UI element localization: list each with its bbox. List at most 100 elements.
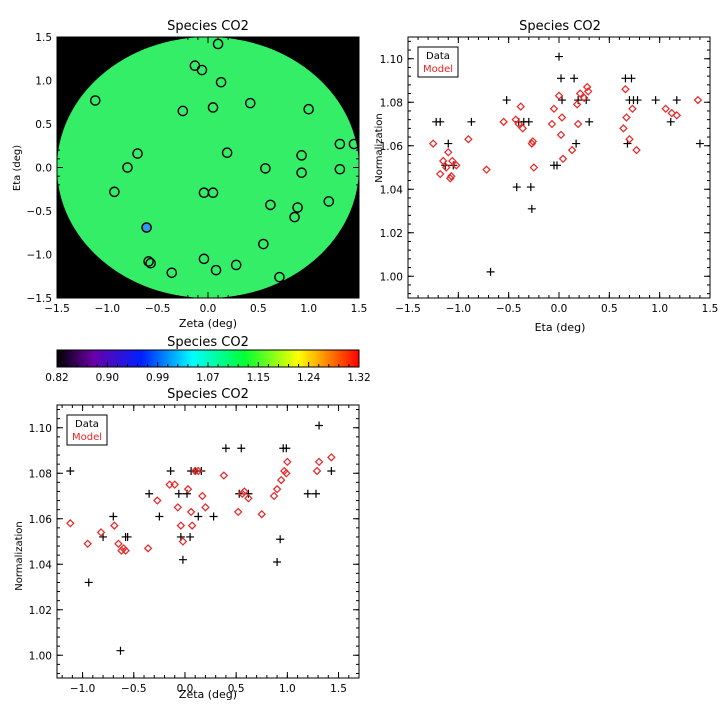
eta-x-tick-label: 1.5: [702, 303, 719, 315]
eta-y-tick-label: 1.08: [380, 97, 403, 109]
eta-y-tick-label: 1.04: [380, 184, 404, 196]
colorbar-title: Species CO2: [167, 335, 249, 350]
zeta-legend-model: Model: [72, 432, 102, 443]
zeta-model-point: [187, 521, 197, 530]
eta-model-point: [554, 91, 564, 100]
eta-data-point: [486, 267, 495, 276]
eta-model-point: [499, 117, 508, 127]
zeta-data-point: [312, 489, 321, 498]
map-point-marker: [166, 267, 178, 279]
map-x-tick-label: 0.5: [250, 303, 267, 315]
zeta-data-point: [109, 512, 118, 521]
eta-panel: Species CO2 −1.5 −1.0 −0.5 0.0 0.5 1.0 1.5 1.00…: [374, 19, 718, 334]
eta-model-point: [582, 82, 592, 92]
eta-model-point: [446, 174, 455, 183]
zeta-panel: Species CO2 −1.0 −0.5 0.0 0.5 1.0 1.5 1.00 1.02…: [14, 387, 360, 701]
eta-legend-data: Data: [426, 51, 450, 62]
eta-title: Species CO2: [519, 19, 601, 34]
eta-y-tick-label: 1.06: [380, 141, 404, 153]
zeta-data-point: [327, 466, 336, 475]
eta-data-point: [666, 117, 675, 126]
eta-model-point: [573, 119, 583, 129]
zeta-plot-area: −1.0 −0.5 0.0 0.5 1.0 1.5 1.00 1.02 1.04 1.06 1.08…: [29, 404, 360, 695]
zeta-model-point: [219, 471, 229, 480]
zeta-data-point: [186, 532, 195, 541]
eta-model-point: [583, 87, 593, 96]
eta-model-point: [621, 84, 630, 94]
eta-model-point: [518, 124, 528, 133]
eta-model-point: [557, 113, 567, 122]
zeta-model-point: [66, 519, 75, 528]
eta-model-point: [628, 104, 637, 114]
map-point-marker: [210, 264, 222, 276]
map-point-marker: [132, 148, 143, 159]
map-highlight-marker: [141, 222, 152, 233]
zeta-data-point: [276, 535, 285, 544]
map-y-tick-label: 0.0: [35, 163, 52, 175]
zeta-model-point: [244, 494, 253, 503]
map-title: Species CO2: [167, 19, 249, 34]
map-point-marker: [89, 95, 101, 106]
eta-legend-box: [417, 46, 459, 78]
eta-x-tick-label: 0.5: [601, 303, 618, 315]
eta-data-point: [558, 96, 567, 105]
map-point-marker: [296, 167, 307, 179]
colorbar-tick-label: 0.90: [96, 372, 119, 384]
zeta-frame: [56, 404, 360, 679]
zeta-model-point: [272, 484, 282, 494]
eta-legend-model: Model: [423, 64, 453, 75]
eta-model-point: [516, 102, 525, 111]
zeta-data-point: [116, 646, 125, 655]
zeta-y-tick-label: 1.00: [29, 650, 52, 662]
zeta-model-point: [314, 457, 324, 467]
map-y-tick-label: −0.5: [27, 206, 53, 218]
eta-data-point: [557, 74, 566, 83]
zeta-model-point: [233, 507, 243, 517]
eta-data-point: [512, 183, 521, 192]
map-point-marker: [207, 102, 219, 113]
eta-model-point: [625, 134, 634, 144]
eta-model-point: [528, 137, 538, 146]
eta-x-axis-label: Eta (deg): [535, 321, 586, 334]
map-point-marker: [230, 259, 242, 271]
zeta-x-tick-label: 0.0: [177, 683, 194, 695]
colorbar-ticks: 0.82 0.90 0.99 1.07 1.15 1.24 1.32: [45, 362, 371, 384]
eta-data-point: [527, 204, 536, 213]
zeta-model-point: [269, 491, 279, 501]
eta-model-point: [567, 145, 577, 155]
zeta-legend-data: Data: [75, 419, 99, 430]
zeta-data-point: [237, 444, 246, 453]
eta-data-point: [695, 139, 704, 148]
zeta-model-point: [282, 469, 291, 478]
eta-data-point: [570, 74, 579, 83]
colorbar-tick-label: 1.32: [347, 372, 370, 384]
eta-model-point: [482, 165, 491, 174]
map-point-marker: [274, 271, 285, 283]
eta-model-point: [447, 171, 456, 181]
zeta-model-point: [238, 489, 247, 498]
zeta-model-point: [240, 487, 249, 496]
zeta-model-point: [257, 509, 266, 519]
eta-model-point: [442, 163, 451, 172]
eta-data-point: [585, 117, 594, 126]
zeta-data-point: [166, 466, 175, 475]
map-point-marker: [260, 163, 271, 174]
zeta-y-axis-label: Normalization: [14, 521, 25, 591]
map-point-marker: [296, 150, 307, 161]
zeta-y-tick-label: 1.02: [29, 605, 52, 617]
eta-model-point: [452, 161, 461, 170]
colorbar-panel: Species CO2 0.82 0.90 0.99 1.07 1.15 1.24 1.32: [45, 335, 370, 384]
eta-model-point: [464, 134, 473, 144]
eta-model-point: [438, 156, 448, 166]
zeta-model-point: [190, 466, 200, 476]
zeta-data-point: [194, 512, 203, 521]
eta-model-point: [579, 93, 589, 103]
map-y-tick-label: −1.0: [27, 250, 53, 262]
eta-model-point: [435, 169, 445, 179]
eta-model-point: [672, 111, 682, 120]
zeta-y-tick-label: 1.04: [29, 559, 53, 571]
zeta-y-tick-label: 1.08: [29, 468, 52, 480]
zeta-data-point: [84, 578, 93, 587]
eta-data-point: [627, 74, 636, 83]
eta-model-point: [622, 113, 631, 122]
